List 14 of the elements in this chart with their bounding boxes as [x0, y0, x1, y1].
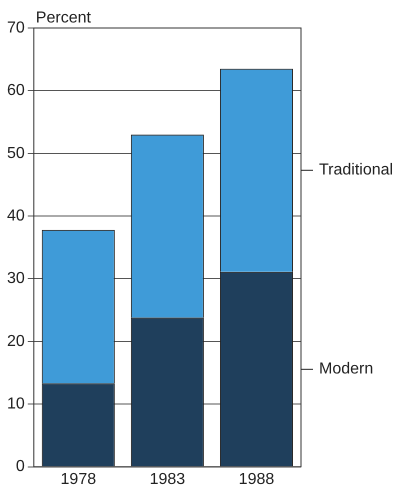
- y-tick-label: 50: [7, 144, 25, 162]
- x-tick-label: 1978: [60, 470, 96, 488]
- y-tick-label: 30: [7, 270, 25, 288]
- x-tick-label: 1988: [238, 470, 274, 488]
- y-axis-title: Percent: [36, 9, 92, 26]
- series-label: Traditional: [319, 162, 394, 179]
- y-tick-label: 10: [7, 396, 25, 413]
- series-label: Modern: [319, 360, 374, 378]
- y-tick-label: 0: [16, 458, 25, 476]
- y-tick-label: 70: [7, 19, 25, 36]
- x-tick-label: 1983: [150, 470, 186, 488]
- y-tick-label: 20: [7, 332, 25, 350]
- y-tick-label: 60: [7, 82, 25, 100]
- y-tick-label: 40: [7, 207, 25, 224]
